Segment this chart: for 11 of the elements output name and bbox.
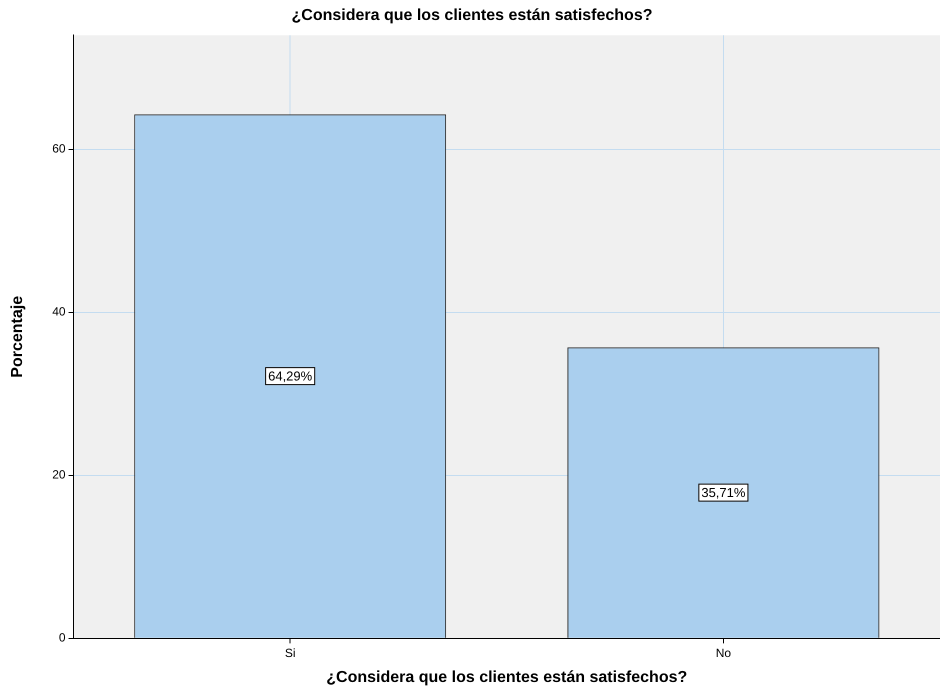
y-tick-label: 0 xyxy=(58,630,66,645)
x-tick-label: Si xyxy=(284,646,296,660)
x-tick-label: No xyxy=(716,646,732,660)
y-tick-label: 40 xyxy=(52,304,66,319)
y-tick-label: 60 xyxy=(52,142,66,156)
data-label: 64,29% xyxy=(268,368,313,384)
y-tick-label: 20 xyxy=(52,468,66,482)
chart-title: ¿Considera que los clientes están satisfechos? xyxy=(292,7,652,24)
x-axis-title: ¿Considera que los clientes están satisfechos? xyxy=(326,668,688,686)
data-label: 35,71% xyxy=(701,485,746,500)
y-axis-title: Porcentaje xyxy=(9,296,26,378)
